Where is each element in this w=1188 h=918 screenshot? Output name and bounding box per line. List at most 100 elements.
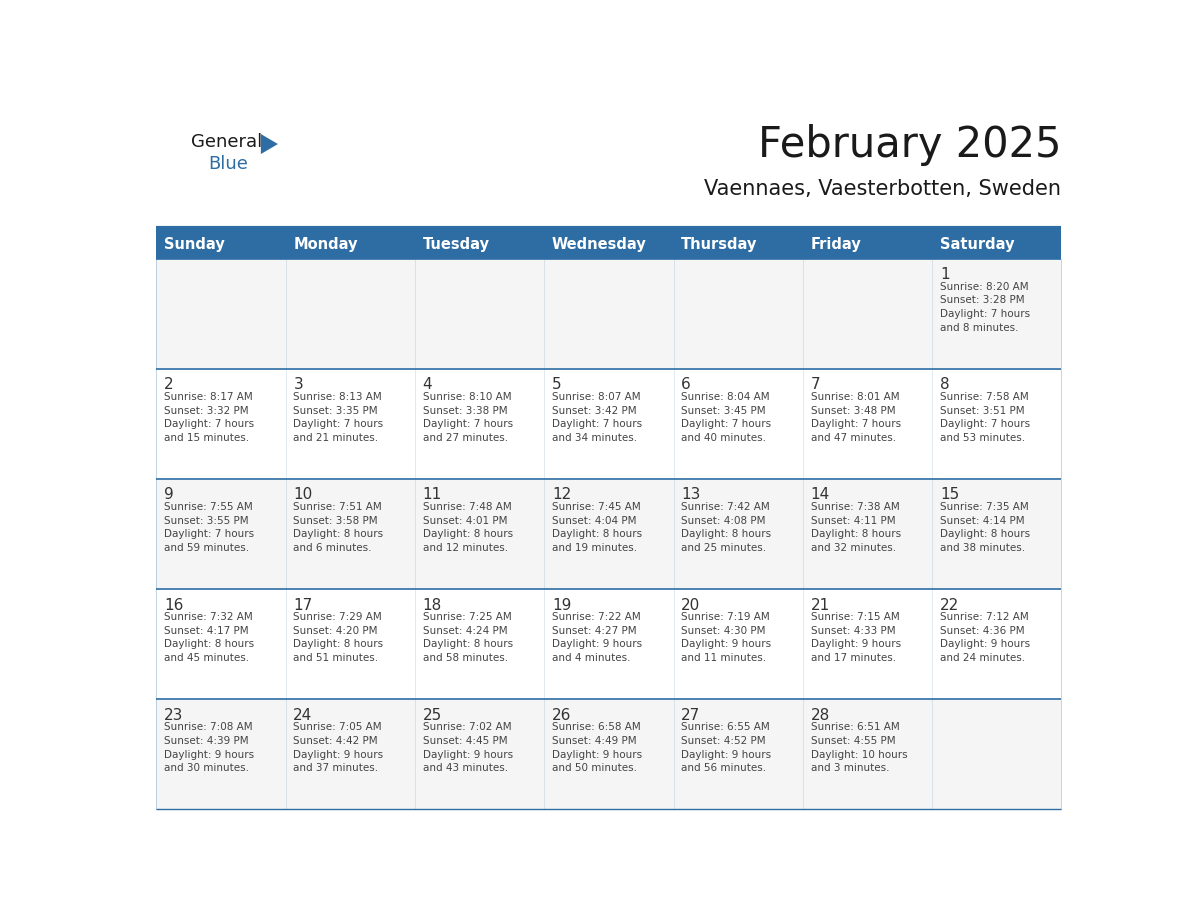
Bar — [544, 369, 674, 479]
Text: Sunrise: 7:32 AM
Sunset: 4:17 PM
Daylight: 8 hours
and 45 minutes.: Sunrise: 7:32 AM Sunset: 4:17 PM Dayligh… — [164, 612, 254, 663]
Text: Sunrise: 7:48 AM
Sunset: 4:01 PM
Daylight: 8 hours
and 12 minutes.: Sunrise: 7:48 AM Sunset: 4:01 PM Dayligh… — [423, 502, 513, 553]
Text: 4: 4 — [423, 377, 432, 392]
Text: 8: 8 — [940, 377, 949, 392]
Text: 28: 28 — [810, 708, 830, 722]
Text: Sunrise: 7:51 AM
Sunset: 3:58 PM
Daylight: 8 hours
and 6 minutes.: Sunrise: 7:51 AM Sunset: 3:58 PM Dayligh… — [293, 502, 384, 553]
Bar — [544, 589, 674, 700]
Text: 11: 11 — [423, 487, 442, 502]
Text: 12: 12 — [552, 487, 571, 502]
Text: Sunrise: 7:12 AM
Sunset: 4:36 PM
Daylight: 9 hours
and 24 minutes.: Sunrise: 7:12 AM Sunset: 4:36 PM Dayligh… — [940, 612, 1030, 663]
Bar — [803, 479, 933, 589]
Text: Monday: Monday — [293, 237, 358, 252]
Text: Sunrise: 6:51 AM
Sunset: 4:55 PM
Daylight: 10 hours
and 3 minutes.: Sunrise: 6:51 AM Sunset: 4:55 PM Dayligh… — [810, 722, 908, 773]
Text: 5: 5 — [552, 377, 562, 392]
Text: 18: 18 — [423, 598, 442, 612]
Bar — [285, 230, 415, 259]
Bar — [803, 589, 933, 700]
Text: 22: 22 — [940, 598, 959, 612]
Text: Sunrise: 7:05 AM
Sunset: 4:42 PM
Daylight: 9 hours
and 37 minutes.: Sunrise: 7:05 AM Sunset: 4:42 PM Dayligh… — [293, 722, 384, 773]
Text: Thursday: Thursday — [681, 237, 758, 252]
Bar — [157, 230, 285, 259]
Text: 6: 6 — [681, 377, 691, 392]
Bar — [933, 259, 1061, 369]
Text: 23: 23 — [164, 708, 183, 722]
Text: 13: 13 — [681, 487, 701, 502]
Text: Sunrise: 7:45 AM
Sunset: 4:04 PM
Daylight: 8 hours
and 19 minutes.: Sunrise: 7:45 AM Sunset: 4:04 PM Dayligh… — [552, 502, 642, 553]
Bar — [157, 259, 285, 369]
Text: 3: 3 — [293, 377, 303, 392]
Bar — [933, 700, 1061, 810]
Text: 26: 26 — [552, 708, 571, 722]
Bar — [803, 259, 933, 369]
Text: 14: 14 — [810, 487, 830, 502]
Text: 2: 2 — [164, 377, 173, 392]
Text: Sunrise: 8:17 AM
Sunset: 3:32 PM
Daylight: 7 hours
and 15 minutes.: Sunrise: 8:17 AM Sunset: 3:32 PM Dayligh… — [164, 392, 254, 442]
Bar — [544, 700, 674, 810]
Bar — [415, 589, 544, 700]
Bar — [544, 479, 674, 589]
Bar — [803, 700, 933, 810]
Text: 27: 27 — [681, 708, 701, 722]
Polygon shape — [261, 134, 278, 154]
Bar — [415, 479, 544, 589]
Bar — [933, 479, 1061, 589]
Text: Sunrise: 7:29 AM
Sunset: 4:20 PM
Daylight: 8 hours
and 51 minutes.: Sunrise: 7:29 AM Sunset: 4:20 PM Dayligh… — [293, 612, 384, 663]
Text: General: General — [191, 133, 263, 151]
Text: Sunrise: 7:35 AM
Sunset: 4:14 PM
Daylight: 8 hours
and 38 minutes.: Sunrise: 7:35 AM Sunset: 4:14 PM Dayligh… — [940, 502, 1030, 553]
Text: 24: 24 — [293, 708, 312, 722]
Text: Sunrise: 8:04 AM
Sunset: 3:45 PM
Daylight: 7 hours
and 40 minutes.: Sunrise: 8:04 AM Sunset: 3:45 PM Dayligh… — [681, 392, 771, 442]
Bar — [285, 589, 415, 700]
Bar — [285, 369, 415, 479]
Text: Blue: Blue — [208, 155, 248, 173]
Bar — [544, 259, 674, 369]
Bar — [285, 479, 415, 589]
Bar — [157, 700, 285, 810]
Text: Sunrise: 7:15 AM
Sunset: 4:33 PM
Daylight: 9 hours
and 17 minutes.: Sunrise: 7:15 AM Sunset: 4:33 PM Dayligh… — [810, 612, 901, 663]
Bar — [415, 259, 544, 369]
Text: Sunrise: 7:58 AM
Sunset: 3:51 PM
Daylight: 7 hours
and 53 minutes.: Sunrise: 7:58 AM Sunset: 3:51 PM Dayligh… — [940, 392, 1030, 442]
Text: Sunrise: 7:22 AM
Sunset: 4:27 PM
Daylight: 9 hours
and 4 minutes.: Sunrise: 7:22 AM Sunset: 4:27 PM Dayligh… — [552, 612, 642, 663]
Text: Sunrise: 7:42 AM
Sunset: 4:08 PM
Daylight: 8 hours
and 25 minutes.: Sunrise: 7:42 AM Sunset: 4:08 PM Dayligh… — [681, 502, 771, 553]
Text: Saturday: Saturday — [940, 237, 1015, 252]
Bar — [415, 700, 544, 810]
Bar — [674, 700, 803, 810]
Text: Vaennaes, Vaesterbotten, Sweden: Vaennaes, Vaesterbotten, Sweden — [704, 179, 1061, 199]
Text: 9: 9 — [164, 487, 173, 502]
Bar — [157, 479, 285, 589]
Bar — [674, 230, 803, 259]
Bar — [674, 479, 803, 589]
Bar — [415, 230, 544, 259]
Text: Sunrise: 7:38 AM
Sunset: 4:11 PM
Daylight: 8 hours
and 32 minutes.: Sunrise: 7:38 AM Sunset: 4:11 PM Dayligh… — [810, 502, 901, 553]
Bar — [415, 369, 544, 479]
Bar — [544, 230, 674, 259]
Text: Sunrise: 8:20 AM
Sunset: 3:28 PM
Daylight: 7 hours
and 8 minutes.: Sunrise: 8:20 AM Sunset: 3:28 PM Dayligh… — [940, 282, 1030, 332]
Bar — [674, 259, 803, 369]
Text: Sunrise: 7:55 AM
Sunset: 3:55 PM
Daylight: 7 hours
and 59 minutes.: Sunrise: 7:55 AM Sunset: 3:55 PM Dayligh… — [164, 502, 254, 553]
Text: 15: 15 — [940, 487, 959, 502]
Text: 10: 10 — [293, 487, 312, 502]
Text: Sunrise: 7:25 AM
Sunset: 4:24 PM
Daylight: 8 hours
and 58 minutes.: Sunrise: 7:25 AM Sunset: 4:24 PM Dayligh… — [423, 612, 513, 663]
Bar — [157, 589, 285, 700]
Text: 21: 21 — [810, 598, 830, 612]
Text: 19: 19 — [552, 598, 571, 612]
Bar — [674, 589, 803, 700]
Text: Sunrise: 6:55 AM
Sunset: 4:52 PM
Daylight: 9 hours
and 56 minutes.: Sunrise: 6:55 AM Sunset: 4:52 PM Dayligh… — [681, 722, 771, 773]
Text: Sunrise: 8:01 AM
Sunset: 3:48 PM
Daylight: 7 hours
and 47 minutes.: Sunrise: 8:01 AM Sunset: 3:48 PM Dayligh… — [810, 392, 901, 442]
Text: Tuesday: Tuesday — [423, 237, 489, 252]
Text: 25: 25 — [423, 708, 442, 722]
Text: Sunrise: 7:08 AM
Sunset: 4:39 PM
Daylight: 9 hours
and 30 minutes.: Sunrise: 7:08 AM Sunset: 4:39 PM Dayligh… — [164, 722, 254, 773]
Text: 17: 17 — [293, 598, 312, 612]
Bar — [285, 259, 415, 369]
Text: 16: 16 — [164, 598, 183, 612]
Bar — [933, 230, 1061, 259]
Text: Sunrise: 8:13 AM
Sunset: 3:35 PM
Daylight: 7 hours
and 21 minutes.: Sunrise: 8:13 AM Sunset: 3:35 PM Dayligh… — [293, 392, 384, 442]
Bar — [157, 369, 285, 479]
Text: Sunrise: 8:10 AM
Sunset: 3:38 PM
Daylight: 7 hours
and 27 minutes.: Sunrise: 8:10 AM Sunset: 3:38 PM Dayligh… — [423, 392, 513, 442]
Text: 1: 1 — [940, 267, 949, 282]
Text: Sunrise: 6:58 AM
Sunset: 4:49 PM
Daylight: 9 hours
and 50 minutes.: Sunrise: 6:58 AM Sunset: 4:49 PM Dayligh… — [552, 722, 642, 773]
Bar — [933, 369, 1061, 479]
Bar — [285, 700, 415, 810]
Text: Sunrise: 8:07 AM
Sunset: 3:42 PM
Daylight: 7 hours
and 34 minutes.: Sunrise: 8:07 AM Sunset: 3:42 PM Dayligh… — [552, 392, 642, 442]
Bar — [803, 369, 933, 479]
Text: Sunrise: 7:02 AM
Sunset: 4:45 PM
Daylight: 9 hours
and 43 minutes.: Sunrise: 7:02 AM Sunset: 4:45 PM Dayligh… — [423, 722, 513, 773]
